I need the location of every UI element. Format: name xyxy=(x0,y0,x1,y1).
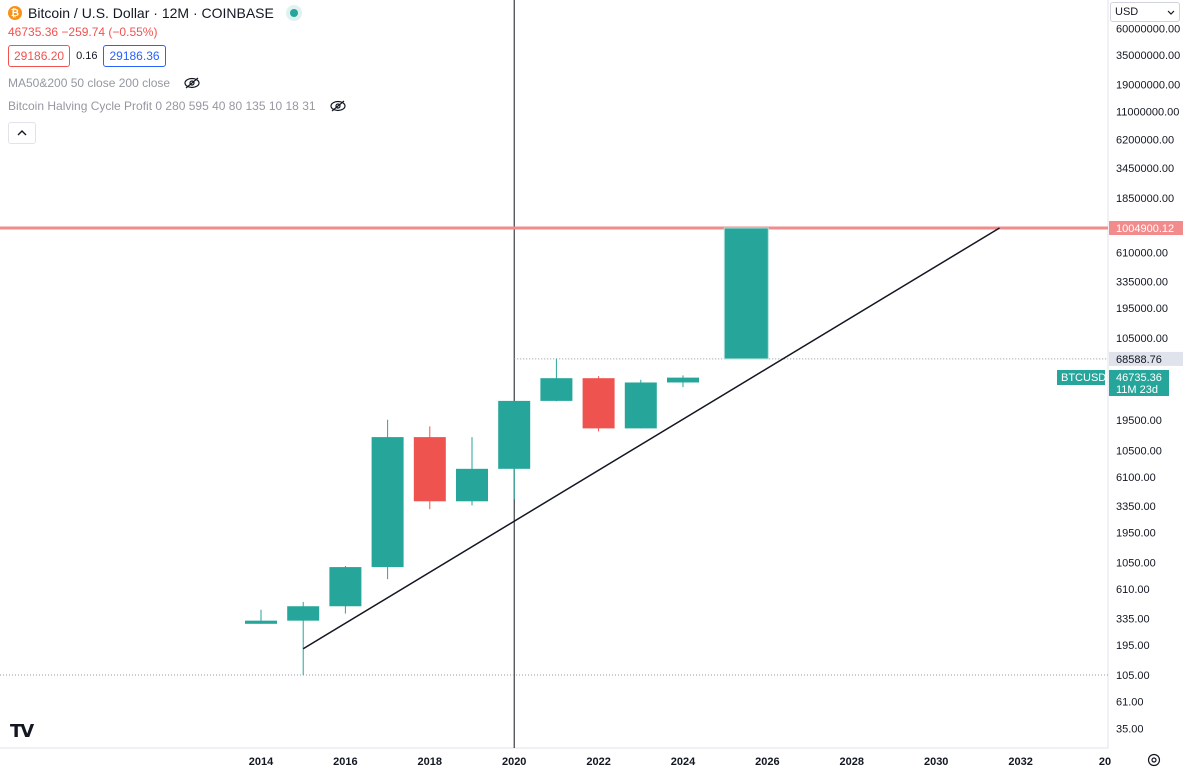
trendline xyxy=(302,227,1000,650)
y-tick-label: 19500.00 xyxy=(1116,415,1162,427)
symbol-label-bg xyxy=(1057,370,1105,385)
symbol-label: BTCUSD xyxy=(1061,372,1106,384)
tradingview-logo[interactable]: TV xyxy=(10,721,34,742)
eye-off-icon[interactable] xyxy=(329,100,346,112)
price-line-label-bg xyxy=(1109,221,1183,235)
candle-body xyxy=(456,468,488,502)
y-tick-label: 3350.00 xyxy=(1116,501,1156,513)
price-line-label: 1004900.12 xyxy=(1116,223,1174,235)
y-tick-label: 335.00 xyxy=(1116,613,1150,625)
y-tick-label: 610000.00 xyxy=(1116,247,1168,259)
x-tick-label: 20 xyxy=(1099,756,1111,768)
y-tick-label: 3450000.00 xyxy=(1116,163,1174,175)
last-price-label-bg xyxy=(1109,370,1169,396)
candle-body xyxy=(540,378,573,401)
chevron-up-icon xyxy=(17,130,27,136)
y-tick-label: 105.00 xyxy=(1116,670,1150,682)
indicator-ma-label: MA50&200 50 close 200 close xyxy=(8,76,171,90)
candle-body xyxy=(287,606,320,621)
y-tick-label: 1950.00 xyxy=(1116,528,1156,540)
currency-label: USD xyxy=(1115,6,1139,18)
candle-body xyxy=(371,437,404,568)
projection-candle xyxy=(723,227,769,360)
buy-button[interactable]: 29186.36 xyxy=(103,45,166,67)
y-tick-label: 10500.00 xyxy=(1116,445,1162,457)
candle-body xyxy=(413,437,446,502)
y-tick-label: 610.00 xyxy=(1116,584,1150,596)
spread-value: 0.16 xyxy=(76,50,98,62)
indicator-halving-label: Bitcoin Halving Cycle Profit 0 280 595 4… xyxy=(8,99,316,113)
y-tick-label: 195.00 xyxy=(1116,640,1150,652)
gear-icon[interactable] xyxy=(1146,752,1162,768)
candle-body xyxy=(667,377,699,383)
chevron-down-icon xyxy=(1167,10,1175,15)
last-price-label: 46735.36 xyxy=(1116,372,1162,384)
y-tick-label: 35.00 xyxy=(1116,724,1144,736)
candle-body xyxy=(329,567,362,607)
x-tick-label: 2022 xyxy=(586,756,610,768)
price-line-label-bg xyxy=(1109,351,1183,366)
indicator-halving[interactable]: Bitcoin Halving Cycle Profit 0 280 595 4… xyxy=(8,99,346,113)
x-tick-label: 2024 xyxy=(671,756,696,768)
symbol-title[interactable]: Bitcoin / U.S. Dollar · 12M · COINBASE xyxy=(28,5,274,21)
y-tick-label: 11000000.00 xyxy=(1116,106,1179,118)
y-tick-label: 195000.00 xyxy=(1116,303,1168,315)
candle-body xyxy=(245,620,277,624)
y-tick-label: 61.00 xyxy=(1116,696,1144,708)
sell-button[interactable]: 29186.20 xyxy=(8,45,71,67)
collapse-legend-button[interactable] xyxy=(8,122,36,144)
y-tick-label: 105000.00 xyxy=(1116,333,1168,345)
market-open-indicator xyxy=(289,9,298,17)
price-line-label: 68588.76 xyxy=(1116,354,1162,366)
candle-body xyxy=(498,400,531,469)
countdown-label: 11M 23d xyxy=(1116,384,1158,396)
candle-body xyxy=(624,382,657,429)
eye-off-icon[interactable] xyxy=(184,77,200,89)
x-tick-label: 2016 xyxy=(333,756,357,768)
x-tick-label: 2030 xyxy=(924,756,948,768)
x-tick-label: 2032 xyxy=(1008,756,1032,768)
x-tick-label: 2028 xyxy=(840,756,864,768)
y-tick-label: 1050.00 xyxy=(1116,558,1156,570)
x-tick-label: 2020 xyxy=(502,756,526,768)
y-tick-label: 1850000.00 xyxy=(1116,193,1174,205)
y-tick-label: 35000000.00 xyxy=(1116,50,1180,62)
y-tick-label: 19000000.00 xyxy=(1116,80,1180,92)
candle-body xyxy=(582,378,615,429)
price-change: 46735.36 −259.74 (−0.55%) xyxy=(8,25,158,39)
y-tick-label: 60000000.00 xyxy=(1116,24,1180,36)
y-tick-label: 6100.00 xyxy=(1116,472,1156,484)
currency-select[interactable]: USD xyxy=(1110,2,1180,22)
x-tick-label: 2014 xyxy=(249,756,274,768)
y-tick-label: 335000.00 xyxy=(1116,277,1168,289)
bitcoin-icon: ₿ xyxy=(8,6,22,20)
y-tick-label: 6200000.00 xyxy=(1116,134,1174,146)
x-tick-label: 2026 xyxy=(755,756,779,768)
x-tick-label: 2018 xyxy=(418,756,442,768)
chart-legend: ₿ Bitcoin / U.S. Dollar · 12M · COINBASE… xyxy=(8,4,346,113)
indicator-ma[interactable]: MA50&200 50 close 200 close xyxy=(8,76,346,90)
